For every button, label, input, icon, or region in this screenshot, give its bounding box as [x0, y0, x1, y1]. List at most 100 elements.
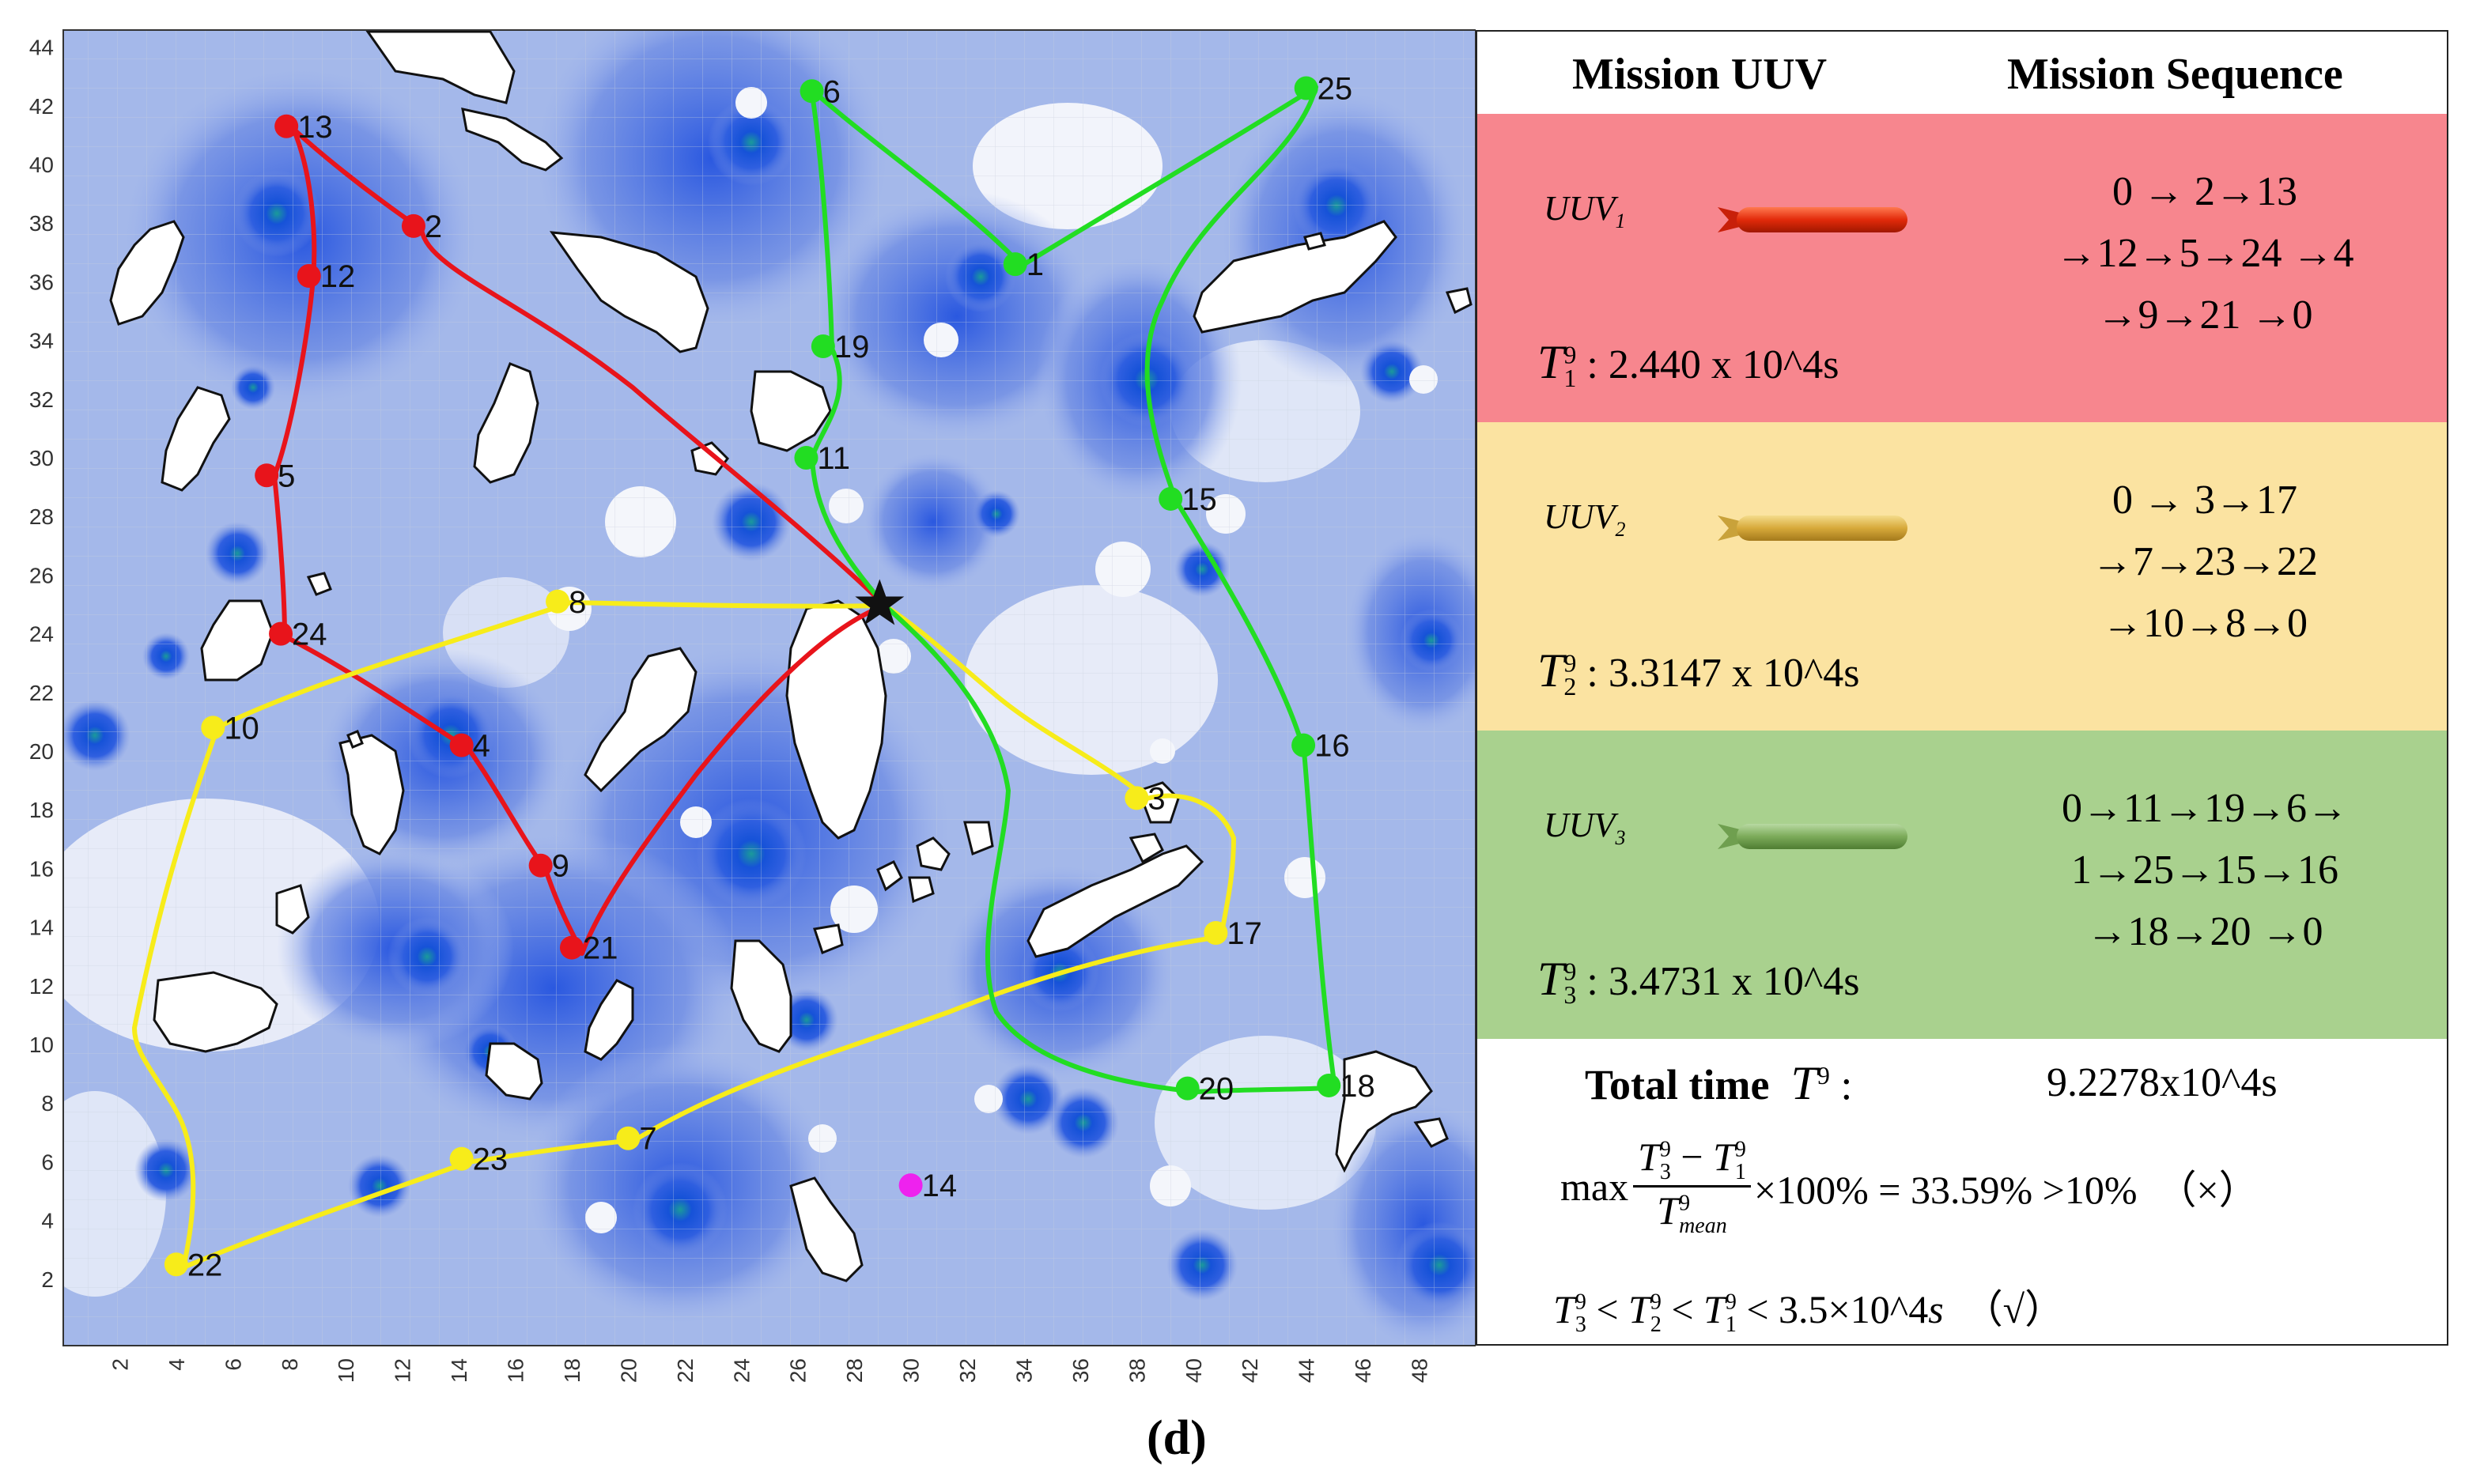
uuv1-label: UUV1 [1544, 189, 1626, 232]
y-tick-44: 44 [29, 36, 54, 60]
header-mission-uuv: Mission UUV [1572, 50, 1828, 99]
y-tick-6: 6 [41, 1150, 54, 1174]
x-tick-46: 46 [1351, 1358, 1375, 1383]
total-time-label: Total time T9 : [1585, 1057, 1853, 1109]
waypoint-label-23: 23 [473, 1142, 509, 1177]
uuv1-torpedo-icon [1718, 207, 1907, 232]
uuv3-time: T93 : 3.4731 x 10^4s [1537, 953, 1860, 1010]
waypoint-label-4: 4 [473, 729, 490, 764]
x-tick-34: 34 [1011, 1358, 1036, 1383]
waypoint-label-13: 13 [297, 110, 333, 145]
waypoint-13 [274, 114, 299, 138]
waypoint-10 [201, 716, 225, 740]
x-tick-22: 22 [673, 1358, 698, 1383]
waypoint-18 [1317, 1073, 1341, 1097]
uuv2-row: UUV2 T92 : 3.3147 x 10^4s 0 → 3→17 →7→23→… [1477, 422, 2447, 731]
uuv3-label: UUV3 [1544, 806, 1626, 849]
x-tick-30: 30 [899, 1358, 924, 1383]
x-tick-2: 2 [108, 1358, 132, 1371]
x-tick-4: 4 [164, 1358, 189, 1371]
routes [132, 85, 1337, 1270]
waypoint-label-3: 3 [1147, 781, 1165, 816]
bathymetry-field [63, 30, 1476, 1346]
waypoint-8 [546, 589, 570, 614]
table-header: Mission UUV Mission Sequence [1477, 32, 2447, 114]
uuv3-sequence: 0→11→19→6→ 1→25→15→16 →18→20 →0 [2061, 786, 2349, 954]
x-tick-28: 28 [842, 1358, 867, 1383]
waypoint-3 [1125, 786, 1149, 810]
island-landmasses [109, 30, 1473, 1282]
waypoint-label-12: 12 [320, 259, 356, 294]
waypoint-label-19: 19 [834, 330, 870, 364]
waypoint-label-10: 10 [224, 711, 259, 746]
x-axis-ticks: 2 4 6 8 10 12 14 16 18 20 22 24 26 28 30 32 34 36 38 40 42 44… [108, 1358, 1431, 1383]
uuv3-row: UUV3 T93 : 3.4731 x 10^4s 0→11→19→6→ 1→25… [1477, 731, 2447, 1039]
waypoint-21 [559, 935, 584, 960]
waypoint-2 [401, 213, 425, 238]
waypoint-14 [898, 1173, 923, 1198]
waypoint-17 [1204, 921, 1228, 946]
uuv1-sequence: 0 → 2→13 →12→5→24 →4 →9→21 →0 [2055, 169, 2354, 338]
y-tick-10: 10 [29, 1033, 54, 1057]
x-tick-32: 32 [955, 1358, 980, 1383]
y-tick-34: 34 [29, 329, 54, 353]
y-tick-22: 22 [29, 681, 54, 705]
waypoint-label-22: 22 [187, 1248, 223, 1282]
time-limit-condition: T93 < T92 < T91 < 3.5×10^4s （√） [1553, 1287, 2065, 1337]
y-tick-40: 40 [29, 153, 54, 177]
x-tick-38: 38 [1125, 1358, 1149, 1383]
y-tick-12: 12 [29, 974, 54, 999]
y-tick-26: 26 [29, 563, 54, 587]
y-tick-16: 16 [29, 856, 54, 881]
waypoint-15 [1159, 486, 1183, 511]
header-mission-sequence: Mission Sequence [2007, 50, 2343, 99]
x-tick-12: 12 [391, 1358, 415, 1383]
waypoint-label-21: 21 [583, 931, 618, 966]
waypoints: 1234567891011121314151617181920212223242… [164, 72, 1375, 1282]
waypoint-23 [449, 1146, 474, 1171]
waypoint-label-16: 16 [1314, 729, 1350, 764]
waypoint-11 [794, 446, 819, 470]
x-tick-36: 36 [1068, 1358, 1093, 1383]
waypoint-label-20: 20 [1199, 1072, 1234, 1107]
waypoint-1 [1003, 252, 1027, 277]
x-tick-16: 16 [504, 1358, 528, 1383]
waypoint-22 [164, 1252, 188, 1277]
x-tick-44: 44 [1295, 1358, 1319, 1383]
y-tick-32: 32 [29, 387, 54, 412]
y-tick-36: 36 [29, 270, 54, 294]
mission-map: 2468101214161820222426283032343638404244… [29, 29, 1476, 1383]
summary-row: Total time T9 : 9.2278x10^4s max T93 − T… [1477, 1039, 2447, 1347]
y-tick-20: 20 [29, 739, 54, 764]
waypoint-label-1: 1 [1026, 247, 1044, 282]
y-tick-28: 28 [29, 504, 54, 529]
x-tick-18: 18 [560, 1358, 584, 1383]
x-tick-48: 48 [1408, 1358, 1432, 1383]
x-tick-26: 26 [786, 1358, 811, 1383]
y-tick-24: 24 [29, 622, 54, 647]
mission-table: Mission UUV Mission Sequence UUV1 T91 : … [1476, 30, 2448, 1346]
x-tick-6: 6 [221, 1358, 245, 1371]
waypoint-5 [255, 463, 279, 488]
waypoint-label-15: 15 [1181, 482, 1217, 517]
y-tick-14: 14 [29, 916, 54, 940]
uuv1-row: UUV1 T91 : 2.440 x 10^4s 0 → 2→13 →12→5→2… [1477, 114, 2447, 422]
x-tick-8: 8 [278, 1358, 302, 1371]
waypoint-16 [1291, 733, 1316, 757]
y-tick-42: 42 [29, 94, 54, 119]
waypoint-label-5: 5 [278, 459, 295, 493]
waypoint-label-24: 24 [292, 617, 327, 652]
waypoint-label-6: 6 [823, 74, 841, 109]
y-tick-4: 4 [41, 1209, 54, 1233]
waypoint-12 [297, 263, 321, 288]
total-time-value: 9.2278x10^4s [2047, 1060, 2278, 1105]
y-tick-18: 18 [29, 798, 54, 822]
waypoint-4 [449, 733, 474, 757]
waypoint-label-8: 8 [569, 585, 586, 620]
waypoint-6 [800, 79, 824, 104]
waypoint-label-9: 9 [552, 849, 569, 884]
uuv2-label: UUV2 [1544, 497, 1626, 541]
start-star [855, 579, 905, 625]
waypoint-25 [1294, 76, 1318, 100]
